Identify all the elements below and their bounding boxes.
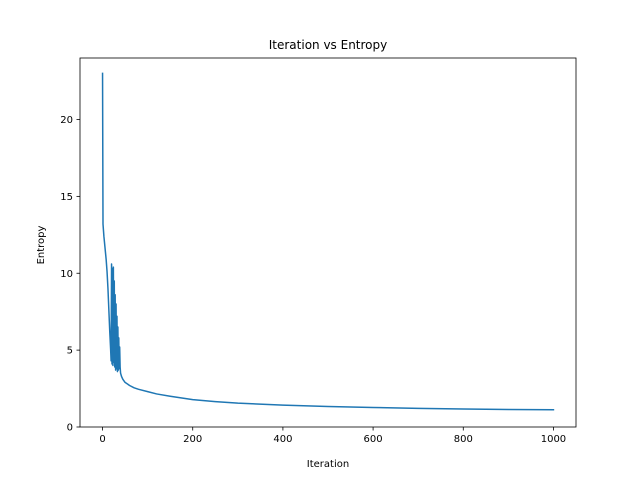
x-tick-label: 800 — [454, 434, 473, 445]
x-tick-label: 0 — [99, 434, 105, 445]
x-tick-label: 400 — [273, 434, 292, 445]
x-axis-label: Iteration — [307, 459, 349, 470]
y-tick-label: 15 — [60, 192, 73, 203]
y-axis-label: Entropy — [36, 225, 47, 264]
y-tick-label: 10 — [60, 269, 73, 280]
plot-area: 0 200 400 600 800 1000 0 5 10 15 20 — [60, 57, 577, 445]
chart-title: Iteration vs Entropy — [269, 38, 388, 52]
series-line-0 — [101, 72, 555, 411]
y-tick-label: 5 — [67, 346, 73, 357]
x-tick-label: 1000 — [541, 434, 566, 445]
y-tick-label: 0 — [67, 423, 73, 434]
x-tick-label: 200 — [183, 434, 202, 445]
axes-frame — [79, 57, 577, 428]
x-tick-label: 600 — [364, 434, 383, 445]
y-tick-label: 20 — [60, 115, 73, 126]
